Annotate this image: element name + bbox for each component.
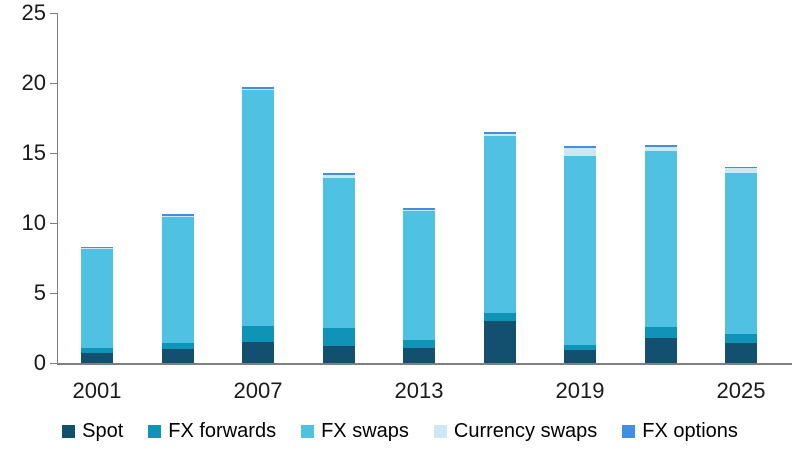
- bar-segment-fx-forwards: [725, 333, 757, 343]
- bar-segment-fx-forwards: [242, 325, 274, 342]
- bar-segment-spot: [564, 350, 596, 363]
- bar-segment-fx-swaps: [242, 90, 274, 326]
- bar-segment-fx-swaps: [725, 173, 757, 334]
- legend-swatch-icon: [622, 424, 636, 438]
- bar-segment-fx-forwards: [403, 339, 435, 348]
- bar-segment-fx-swaps: [81, 248, 113, 349]
- x-tick-label-2019: 2019: [555, 378, 605, 403]
- legend-swatch-icon: [62, 424, 76, 438]
- y-tick-mark: [50, 222, 57, 224]
- y-tick-mark: [50, 362, 57, 364]
- bar-segment-currency-swaps: [242, 88, 274, 91]
- y-tick-mark: [50, 152, 57, 154]
- y-tick-mark: [50, 12, 57, 14]
- bar-segment-fx-swaps: [564, 155, 596, 345]
- legend-label: FX options: [642, 420, 738, 442]
- bar-segment-fx-options: [161, 213, 194, 217]
- bar-segment-currency-swaps: [483, 134, 516, 136]
- y-tick-label: 15: [21, 140, 46, 165]
- y-tick-label: 10: [21, 210, 46, 235]
- bar-2007: [242, 86, 274, 363]
- plot-area: [57, 13, 792, 363]
- legend-item-fx-options: FX options: [622, 421, 738, 441]
- bar-segment-currency-swaps: [81, 248, 113, 249]
- legend-item-fx-forwards: FX forwards: [148, 421, 276, 441]
- bar-segment-spot: [322, 345, 355, 363]
- bar-segment-fx-forwards: [322, 328, 355, 346]
- bar-segment-fx-options: [242, 86, 274, 89]
- bar-segment-spot: [644, 337, 677, 363]
- bar-2010: [322, 173, 355, 363]
- x-tick-label-2007: 2007: [233, 378, 283, 403]
- y-tick-label: 0: [33, 350, 46, 375]
- bar-segment-fx-forwards: [564, 344, 596, 351]
- bar-segment-fx-swaps: [644, 150, 677, 327]
- bar-2013: [403, 207, 435, 363]
- bar-segment-currency-swaps: [322, 175, 355, 178]
- legend-swatch-icon: [148, 424, 162, 438]
- bar-segment-fx-options: [322, 173, 355, 176]
- y-tick-mark: [50, 82, 57, 84]
- bar-segment-fx-options: [483, 132, 516, 135]
- legend-swatch-icon: [301, 424, 315, 438]
- y-tick-label: 25: [21, 0, 46, 25]
- bar-segment-currency-swaps: [644, 146, 677, 151]
- bar-segment-spot: [483, 321, 516, 363]
- bar-segment-spot: [161, 349, 194, 363]
- legend-label: FX swaps: [321, 420, 409, 442]
- bar-segment-currency-swaps: [403, 209, 435, 212]
- legend-label: FX forwards: [168, 420, 277, 442]
- bar-2019: [564, 146, 596, 363]
- bar-segment-currency-swaps: [564, 148, 596, 156]
- bar-segment-fx-forwards: [161, 342, 194, 349]
- bar-segment-fx-options: [564, 146, 596, 149]
- bar-segment-spot: [81, 353, 113, 363]
- legend: Spot FX forwards FX swaps Currency swaps FX …: [0, 421, 800, 441]
- bar-segment-fx-options: [81, 246, 113, 249]
- bar-2025: [725, 167, 757, 363]
- x-tick-label-2001: 2001: [72, 378, 122, 403]
- bar-segment-currency-swaps: [725, 168, 757, 174]
- bar-segment-fx-swaps: [322, 177, 355, 328]
- legend-swatch-icon: [433, 424, 447, 438]
- legend-label: Spot: [82, 420, 124, 442]
- bar-segment-spot: [242, 342, 274, 363]
- bar-2001: [81, 246, 113, 363]
- bar-segment-fx-options: [644, 145, 677, 147]
- bar-segment-fx-options: [725, 167, 757, 169]
- x-tick-label-2013: 2013: [394, 378, 444, 403]
- x-axis-line: [57, 363, 792, 365]
- x-tick-label-2025: 2025: [716, 378, 766, 403]
- y-tick-label: 20: [21, 70, 46, 95]
- bar-segment-fx-swaps: [403, 211, 435, 340]
- y-tick-label: 5: [33, 280, 46, 305]
- bar-segment-currency-swaps: [161, 216, 194, 217]
- bar-segment-fx-forwards: [644, 326, 677, 338]
- bar-segment-fx-options: [403, 207, 435, 210]
- bar-2004: [161, 213, 194, 363]
- y-axis-line: [57, 13, 58, 363]
- legend-item-spot: Spot: [62, 421, 123, 441]
- bar-segment-fx-forwards: [81, 348, 113, 354]
- bar-segment-fx-swaps: [161, 216, 194, 343]
- bar-segment-fx-forwards: [483, 313, 516, 321]
- legend-item-fx-swaps: FX swaps: [301, 421, 409, 441]
- y-tick-mark: [50, 292, 57, 294]
- bar-segment-fx-swaps: [483, 135, 516, 314]
- bar-2022: [644, 145, 677, 363]
- bar-segment-spot: [725, 342, 757, 363]
- bar-2016: [483, 132, 516, 363]
- bar-segment-spot: [403, 347, 435, 363]
- legend-label: Currency swaps: [453, 420, 598, 442]
- legend-item-currency-swaps: Currency swaps: [433, 420, 598, 442]
